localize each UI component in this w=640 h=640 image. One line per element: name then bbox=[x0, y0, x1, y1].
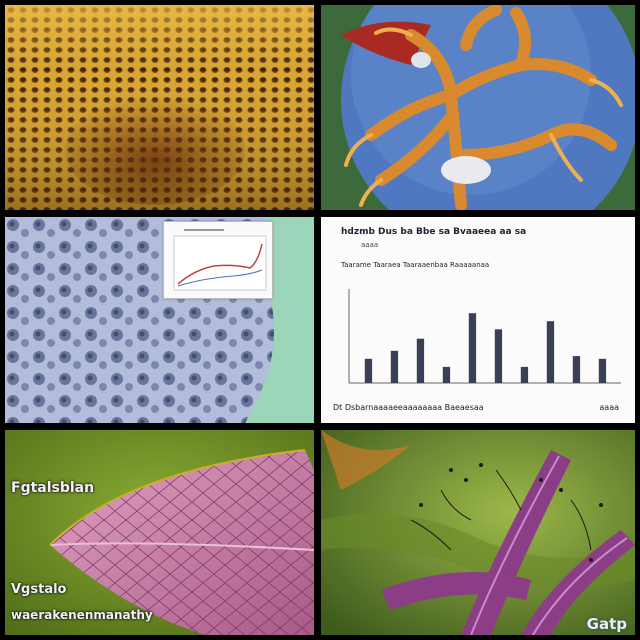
chart-bar bbox=[572, 356, 581, 383]
watermark-text: Gatp bbox=[586, 615, 627, 633]
overlay-label-top: Fgtalsblan bbox=[11, 480, 95, 496]
chart-footer: Dt Dsbarnaaaaeeaaaaaaaa Baeaesaa bbox=[333, 403, 484, 412]
chart-bar bbox=[546, 321, 555, 383]
chart-bar bbox=[364, 358, 373, 383]
chart-subtitle: Taarame Taaraea Taaraaenbaa Raaaaanaa bbox=[341, 261, 490, 269]
chart-bar bbox=[494, 329, 503, 383]
overlay-label-middle: Vgstalo bbox=[11, 582, 67, 597]
honeycomb-texture bbox=[5, 5, 314, 210]
pink-leaf-illustration bbox=[5, 430, 314, 635]
purple-plant-panel: Gatp bbox=[321, 430, 635, 635]
chart-figure: hdzmb Dus ba Bbe sa Bvaaeea aa sa aaaa T… bbox=[321, 217, 635, 423]
purple-plant-illustration bbox=[321, 430, 635, 635]
branching-structure-illustration bbox=[321, 5, 635, 210]
chart-bar bbox=[442, 366, 451, 383]
bar-chart-panel: hdzmb Dus ba Bbe sa Bvaaeea aa sa aaaa T… bbox=[321, 217, 635, 423]
leaf-panel: Fgtalsblan Vgstalo waerakenenmanathy bbox=[5, 430, 314, 635]
tissue-panel bbox=[5, 217, 314, 423]
branching-structure-panel bbox=[321, 5, 635, 210]
inset-line-chart bbox=[173, 229, 267, 291]
chart-bar bbox=[468, 313, 477, 383]
chart-bar bbox=[390, 350, 399, 383]
bar-chart bbox=[348, 289, 621, 384]
chart-bar bbox=[416, 338, 425, 383]
chart-header: hdzmb Dus ba Bbe sa Bvaaeea aa sa bbox=[341, 227, 527, 237]
honeycomb-panel bbox=[5, 5, 314, 210]
chart-bar bbox=[598, 358, 607, 383]
chart-footer-right: aaaa bbox=[599, 403, 619, 412]
chart-bar bbox=[520, 366, 529, 383]
chart-header-secondary: aaaa bbox=[361, 241, 379, 249]
overlay-label-bottom: waerakenenmanathy bbox=[11, 608, 153, 622]
inset-graph bbox=[163, 221, 273, 299]
